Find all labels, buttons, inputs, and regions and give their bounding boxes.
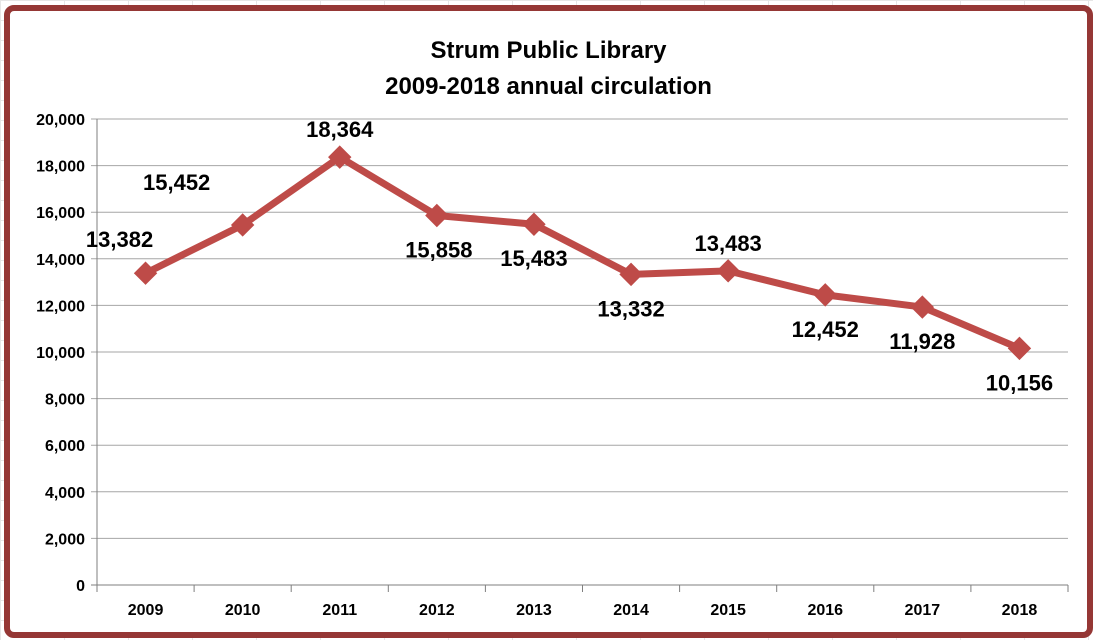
y-tick-label: 12,000	[36, 298, 85, 315]
y-tick-label: 0	[76, 578, 85, 595]
chart-title: Strum Public Library 2009-2018 annual ci…	[10, 33, 1087, 105]
y-tick-label: 6,000	[45, 438, 85, 455]
x-tick-label-2011: 2011	[322, 602, 357, 619]
data-point-2018	[1007, 336, 1032, 361]
data-label-2018: 10,156	[986, 370, 1053, 395]
x-tick-label-2012: 2012	[419, 602, 455, 619]
data-point-2014	[619, 262, 643, 287]
data-label-2012: 15,858	[405, 238, 472, 263]
series-line	[142, 153, 1023, 352]
y-tick-label: 16,000	[36, 205, 85, 222]
data-point-2009	[133, 261, 158, 285]
x-tick-label-2010: 2010	[225, 602, 261, 619]
data-label-2016: 12,452	[792, 317, 859, 342]
data-label-2013: 15,483	[500, 246, 567, 271]
y-tick-label: 4,000	[45, 485, 85, 502]
y-tick-label: 8,000	[45, 392, 85, 409]
data-point-2010	[230, 213, 255, 237]
data-label-2011: 18,364	[306, 117, 374, 142]
x-tick-label-2018: 2018	[1002, 602, 1038, 619]
data-point-2011	[328, 145, 352, 169]
data-point-2016	[813, 283, 837, 307]
data-label-2010: 15,452	[143, 170, 210, 195]
data-label-2014: 13,332	[597, 296, 664, 321]
x-tick-label-2013: 2013	[516, 602, 552, 619]
x-tick-label-2009: 2009	[128, 602, 164, 619]
data-label-2015: 13,483	[695, 231, 762, 256]
y-tick-label: 18,000	[36, 159, 85, 176]
x-tick-label-2017: 2017	[905, 602, 941, 619]
y-tick-label: 2,000	[45, 531, 85, 548]
chart-area[interactable]: Strum Public Library 2009-2018 annual ci…	[4, 5, 1093, 638]
line-chart: 02,0004,0006,0008,00010,00012,00014,0001…	[36, 112, 1069, 619]
x-tick-label-2016: 2016	[807, 602, 843, 619]
data-label-2017: 11,928	[889, 329, 955, 354]
x-tick-label-2015: 2015	[710, 602, 746, 619]
data-point-2012	[425, 203, 449, 228]
y-tick-label: 10,000	[36, 345, 85, 362]
y-tick-label: 20,000	[36, 112, 85, 129]
data-point-2013	[522, 212, 546, 236]
chart-title-line-1: Strum Public Library	[430, 37, 667, 64]
chart-title-line-2: 2009-2018 annual circulation	[385, 73, 712, 100]
data-point-2017	[910, 295, 935, 319]
x-tick-label-2014: 2014	[613, 602, 649, 619]
y-tick-label: 14,000	[36, 252, 85, 269]
data-label-2009: 13,382	[86, 227, 153, 252]
data-point-2015	[716, 259, 740, 283]
